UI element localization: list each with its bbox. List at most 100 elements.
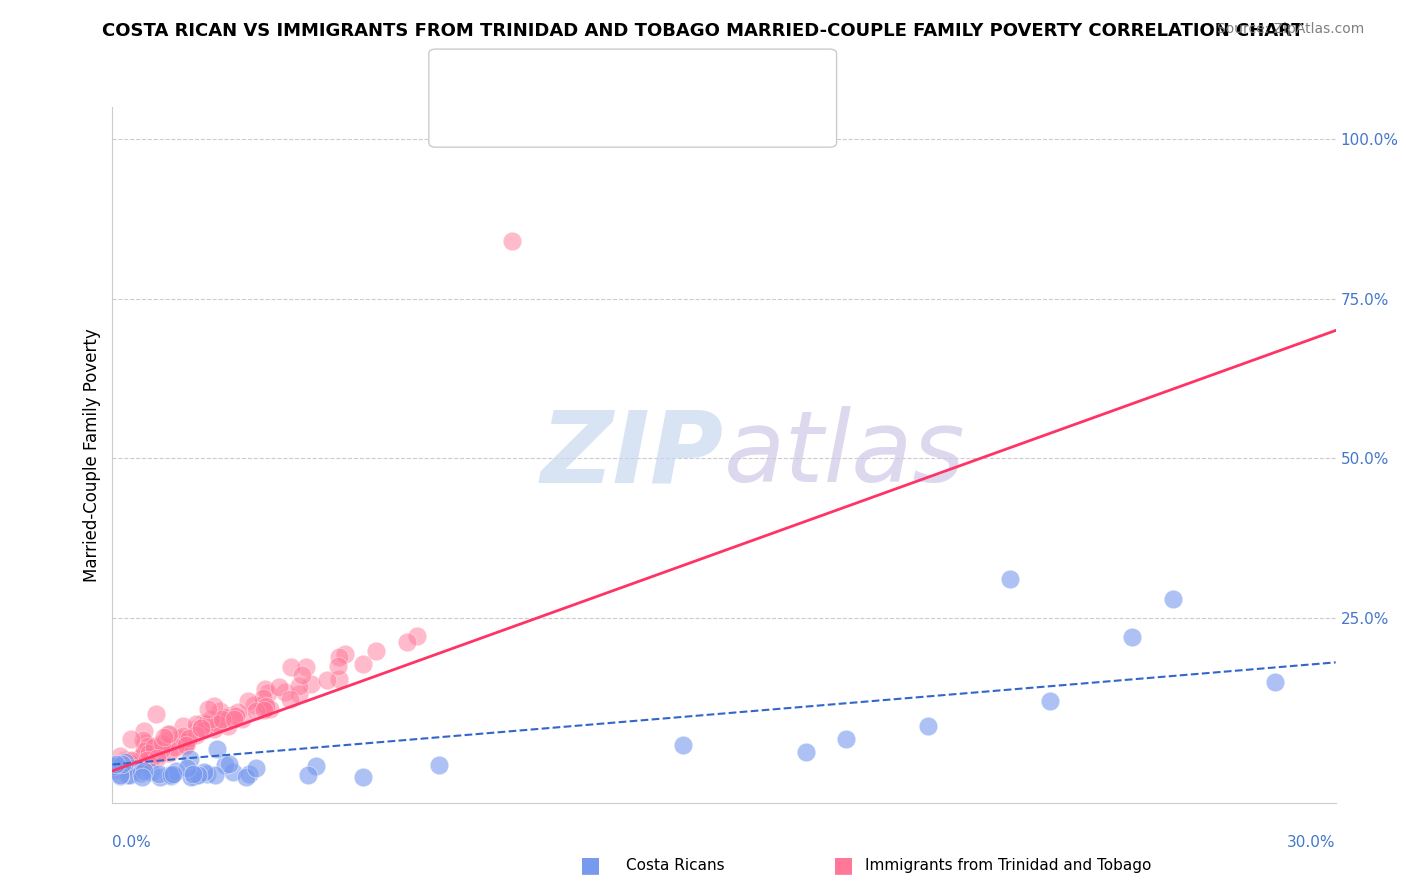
Point — [274, 685, 297, 699]
Point — [291, 668, 314, 682]
Point — [135, 753, 157, 767]
Point — [226, 706, 249, 720]
Point — [194, 717, 217, 731]
Point — [103, 759, 125, 773]
Point — [111, 756, 134, 771]
Text: ■: ■ — [457, 111, 478, 130]
Point — [169, 731, 191, 745]
Point — [120, 731, 142, 746]
Point — [267, 680, 290, 694]
Point — [328, 672, 350, 686]
Point — [152, 739, 174, 753]
Point — [108, 767, 131, 781]
Point — [254, 700, 277, 714]
Point — [205, 742, 228, 756]
Text: ■: ■ — [581, 855, 600, 875]
Point — [197, 702, 219, 716]
Point — [105, 756, 128, 771]
Point — [142, 739, 165, 754]
Point — [190, 720, 212, 734]
Text: R =: R = — [485, 76, 522, 94]
Point — [129, 766, 152, 780]
Point — [245, 704, 267, 718]
Point — [145, 706, 167, 721]
Point — [427, 757, 450, 772]
Point — [193, 723, 215, 737]
Point — [364, 644, 387, 658]
Point — [254, 699, 277, 714]
Point — [187, 768, 209, 782]
Point — [501, 234, 523, 248]
Point — [299, 676, 322, 690]
Point — [211, 714, 233, 729]
Point — [316, 673, 339, 688]
Point — [184, 728, 207, 742]
Point — [180, 770, 202, 784]
Point — [141, 749, 163, 764]
Point — [328, 658, 350, 673]
Text: COSTA RICAN VS IMMIGRANTS FROM TRINIDAD AND TOBAGO MARRIED-COUPLE FAMILY POVERTY: COSTA RICAN VS IMMIGRANTS FROM TRINIDAD … — [103, 22, 1303, 40]
Point — [139, 765, 162, 780]
Point — [176, 734, 198, 748]
Point — [122, 761, 145, 775]
Text: 0.261: 0.261 — [527, 76, 579, 94]
Point — [105, 759, 128, 773]
Point — [252, 698, 274, 712]
Point — [110, 761, 132, 775]
Point — [243, 698, 266, 712]
Point — [132, 733, 155, 747]
Point — [150, 736, 173, 750]
Point — [105, 763, 128, 777]
Point — [159, 726, 181, 740]
Point — [231, 712, 253, 726]
Point — [150, 743, 173, 757]
Point — [252, 690, 274, 705]
Point — [174, 739, 197, 753]
Point — [835, 731, 858, 746]
Point — [138, 746, 160, 760]
Point — [200, 712, 222, 726]
Point — [396, 635, 419, 649]
Text: 107: 107 — [626, 112, 661, 129]
Point — [202, 698, 225, 713]
Point — [191, 716, 214, 731]
Point — [794, 745, 817, 759]
Point — [114, 761, 136, 775]
Point — [142, 739, 165, 753]
Point — [207, 716, 229, 731]
Text: Source: ZipAtlas.com: Source: ZipAtlas.com — [1216, 22, 1364, 37]
Text: ZIP: ZIP — [541, 407, 724, 503]
Point — [295, 660, 318, 674]
Point — [162, 766, 184, 780]
Point — [204, 768, 226, 782]
Text: 30.0%: 30.0% — [1288, 836, 1336, 850]
Point — [152, 730, 174, 744]
Point — [177, 731, 200, 745]
Point — [253, 703, 276, 717]
Point — [150, 746, 173, 760]
Point — [146, 750, 169, 764]
Point — [157, 767, 180, 781]
Point — [131, 756, 153, 770]
Point — [280, 691, 302, 706]
Point — [134, 736, 156, 750]
Point — [176, 761, 198, 775]
Text: 0.783: 0.783 — [527, 112, 579, 129]
Point — [114, 756, 136, 770]
Point — [305, 759, 328, 773]
Point — [160, 768, 183, 782]
Point — [129, 751, 152, 765]
Point — [280, 660, 302, 674]
Point — [183, 769, 205, 783]
Point — [225, 709, 247, 723]
Point — [184, 716, 207, 731]
Point — [195, 767, 218, 781]
Point — [165, 764, 187, 779]
Point — [155, 734, 177, 748]
Point — [287, 679, 309, 693]
Point — [179, 752, 201, 766]
Text: ■: ■ — [457, 75, 478, 95]
Point — [211, 712, 233, 726]
Point — [172, 718, 194, 732]
Point — [120, 768, 142, 782]
